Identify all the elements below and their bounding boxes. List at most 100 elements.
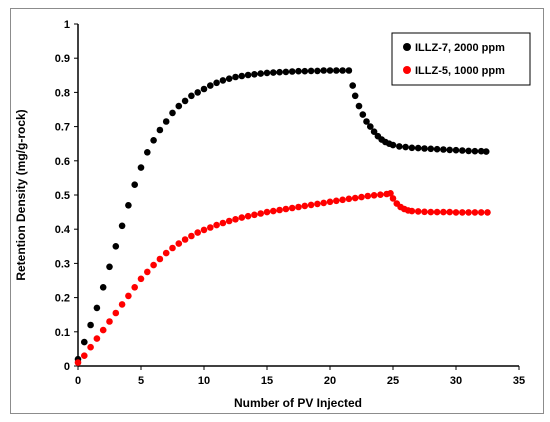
data-point-series-1 xyxy=(112,243,120,250)
data-point-series-1 xyxy=(355,102,363,110)
y-ticks: 0 0.1 0.2 0.3 0.4 0.5 0.6 0.7 0.8 0.9 1 xyxy=(55,19,78,373)
data-point-series-2 xyxy=(370,192,378,199)
legend-label-series-1: ILLZ-7, 2000 ppm xyxy=(415,42,505,54)
data-point-series-1 xyxy=(349,82,357,89)
data-point-series-1 xyxy=(459,147,466,154)
data-point-series-1 xyxy=(213,79,220,87)
data-point-series-2 xyxy=(225,217,233,225)
data-point-series-1 xyxy=(414,144,422,152)
series-2 xyxy=(74,190,491,366)
data-point-series-2 xyxy=(118,301,126,308)
data-point-series-2 xyxy=(169,244,176,252)
data-point-series-1 xyxy=(257,70,265,77)
data-point-series-1 xyxy=(345,67,353,74)
data-point-series-2 xyxy=(137,275,145,283)
data-point-series-1 xyxy=(427,145,435,153)
data-point-series-2 xyxy=(251,211,258,219)
data-point-series-2 xyxy=(339,196,346,204)
data-point-series-1 xyxy=(200,85,208,93)
x-tick-label: 10 xyxy=(198,375,210,387)
data-point-series-1 xyxy=(446,146,454,154)
data-point-series-1 xyxy=(194,89,201,96)
data-point-series-2 xyxy=(207,224,214,231)
data-point-series-1 xyxy=(314,67,321,75)
data-point-series-2 xyxy=(81,352,88,360)
x-tick-label: 5 xyxy=(138,375,144,387)
x-tick-label: 25 xyxy=(387,375,399,387)
x-ticks: 0 5 10 15 20 25 30 35 xyxy=(75,366,525,387)
legend-label-series-2: ILLZ-5, 1000 ppm xyxy=(415,65,505,77)
data-point-series-1 xyxy=(370,128,378,135)
data-point-series-2 xyxy=(477,209,485,216)
data-point-series-2 xyxy=(282,205,290,213)
data-point-series-1 xyxy=(156,126,164,134)
data-point-series-1 xyxy=(320,67,328,74)
data-point-series-2 xyxy=(93,335,101,342)
data-point-series-1 xyxy=(433,145,441,153)
data-point-series-1 xyxy=(225,75,233,82)
data-point-series-1 xyxy=(367,123,374,130)
data-point-series-1 xyxy=(175,102,183,110)
data-point-series-2 xyxy=(288,204,296,212)
data-point-series-1 xyxy=(276,68,283,76)
y-tick-label: 0.7 xyxy=(55,122,70,134)
data-point-series-1 xyxy=(333,67,340,74)
data-point-series-2 xyxy=(484,209,491,216)
data-point-series-1 xyxy=(301,67,309,75)
data-point-series-2 xyxy=(414,208,422,215)
data-point-series-1 xyxy=(118,222,126,230)
data-point-series-2 xyxy=(387,190,394,197)
data-point-series-2 xyxy=(263,208,271,216)
data-point-series-2 xyxy=(333,197,340,205)
data-point-series-2 xyxy=(389,195,397,202)
data-point-series-2 xyxy=(257,210,265,217)
legend-box xyxy=(391,32,531,86)
y-tick-label: 0.6 xyxy=(55,156,70,168)
data-point-series-1 xyxy=(402,143,409,151)
x-axis-title: Number of PV Injected xyxy=(234,396,362,410)
data-point-series-1 xyxy=(162,118,170,125)
data-point-series-1 xyxy=(295,67,302,75)
data-point-series-1 xyxy=(326,67,334,74)
data-point-series-2 xyxy=(364,192,372,200)
data-point-series-2 xyxy=(301,202,309,210)
data-point-series-2 xyxy=(276,206,283,214)
data-point-series-1 xyxy=(169,109,176,117)
data-point-series-2 xyxy=(314,200,321,208)
data-point-series-2 xyxy=(87,343,94,351)
data-point-series-1 xyxy=(452,146,460,154)
data-point-series-1 xyxy=(181,97,189,105)
data-point-series-1 xyxy=(465,147,472,155)
data-point-series-1 xyxy=(81,338,88,346)
data-point-series-2 xyxy=(358,193,365,201)
data-point-series-1 xyxy=(263,69,271,77)
data-point-series-2 xyxy=(181,236,189,243)
data-point-series-1 xyxy=(207,82,214,89)
data-point-series-1 xyxy=(389,141,397,149)
data-point-series-2 xyxy=(421,208,428,216)
x-tick-label: 20 xyxy=(324,375,336,387)
data-point-series-2 xyxy=(162,249,170,257)
data-point-series-1 xyxy=(440,146,447,153)
data-point-series-1 xyxy=(150,137,157,144)
data-point-series-2 xyxy=(351,194,359,202)
data-point-series-1 xyxy=(477,147,485,155)
y-tick-label: 0.5 xyxy=(55,190,70,202)
data-point-series-2 xyxy=(446,208,454,216)
data-point-series-1 xyxy=(482,148,490,155)
data-point-series-2 xyxy=(188,232,195,240)
data-point-series-2 xyxy=(320,199,328,207)
data-point-series-1 xyxy=(282,68,290,76)
data-point-series-2 xyxy=(131,284,138,291)
data-point-series-2 xyxy=(377,191,384,198)
y-tick-label: 0.2 xyxy=(55,293,70,305)
data-point-series-1 xyxy=(471,147,479,155)
data-point-series-2 xyxy=(244,212,252,220)
y-tick-label: 0.8 xyxy=(55,87,70,99)
data-point-series-1 xyxy=(244,71,252,79)
data-point-series-2 xyxy=(433,208,441,216)
y-tick-label: 0.3 xyxy=(55,258,70,270)
data-point-series-2 xyxy=(238,214,246,221)
data-point-series-2 xyxy=(452,209,460,216)
data-point-series-1 xyxy=(232,73,239,81)
